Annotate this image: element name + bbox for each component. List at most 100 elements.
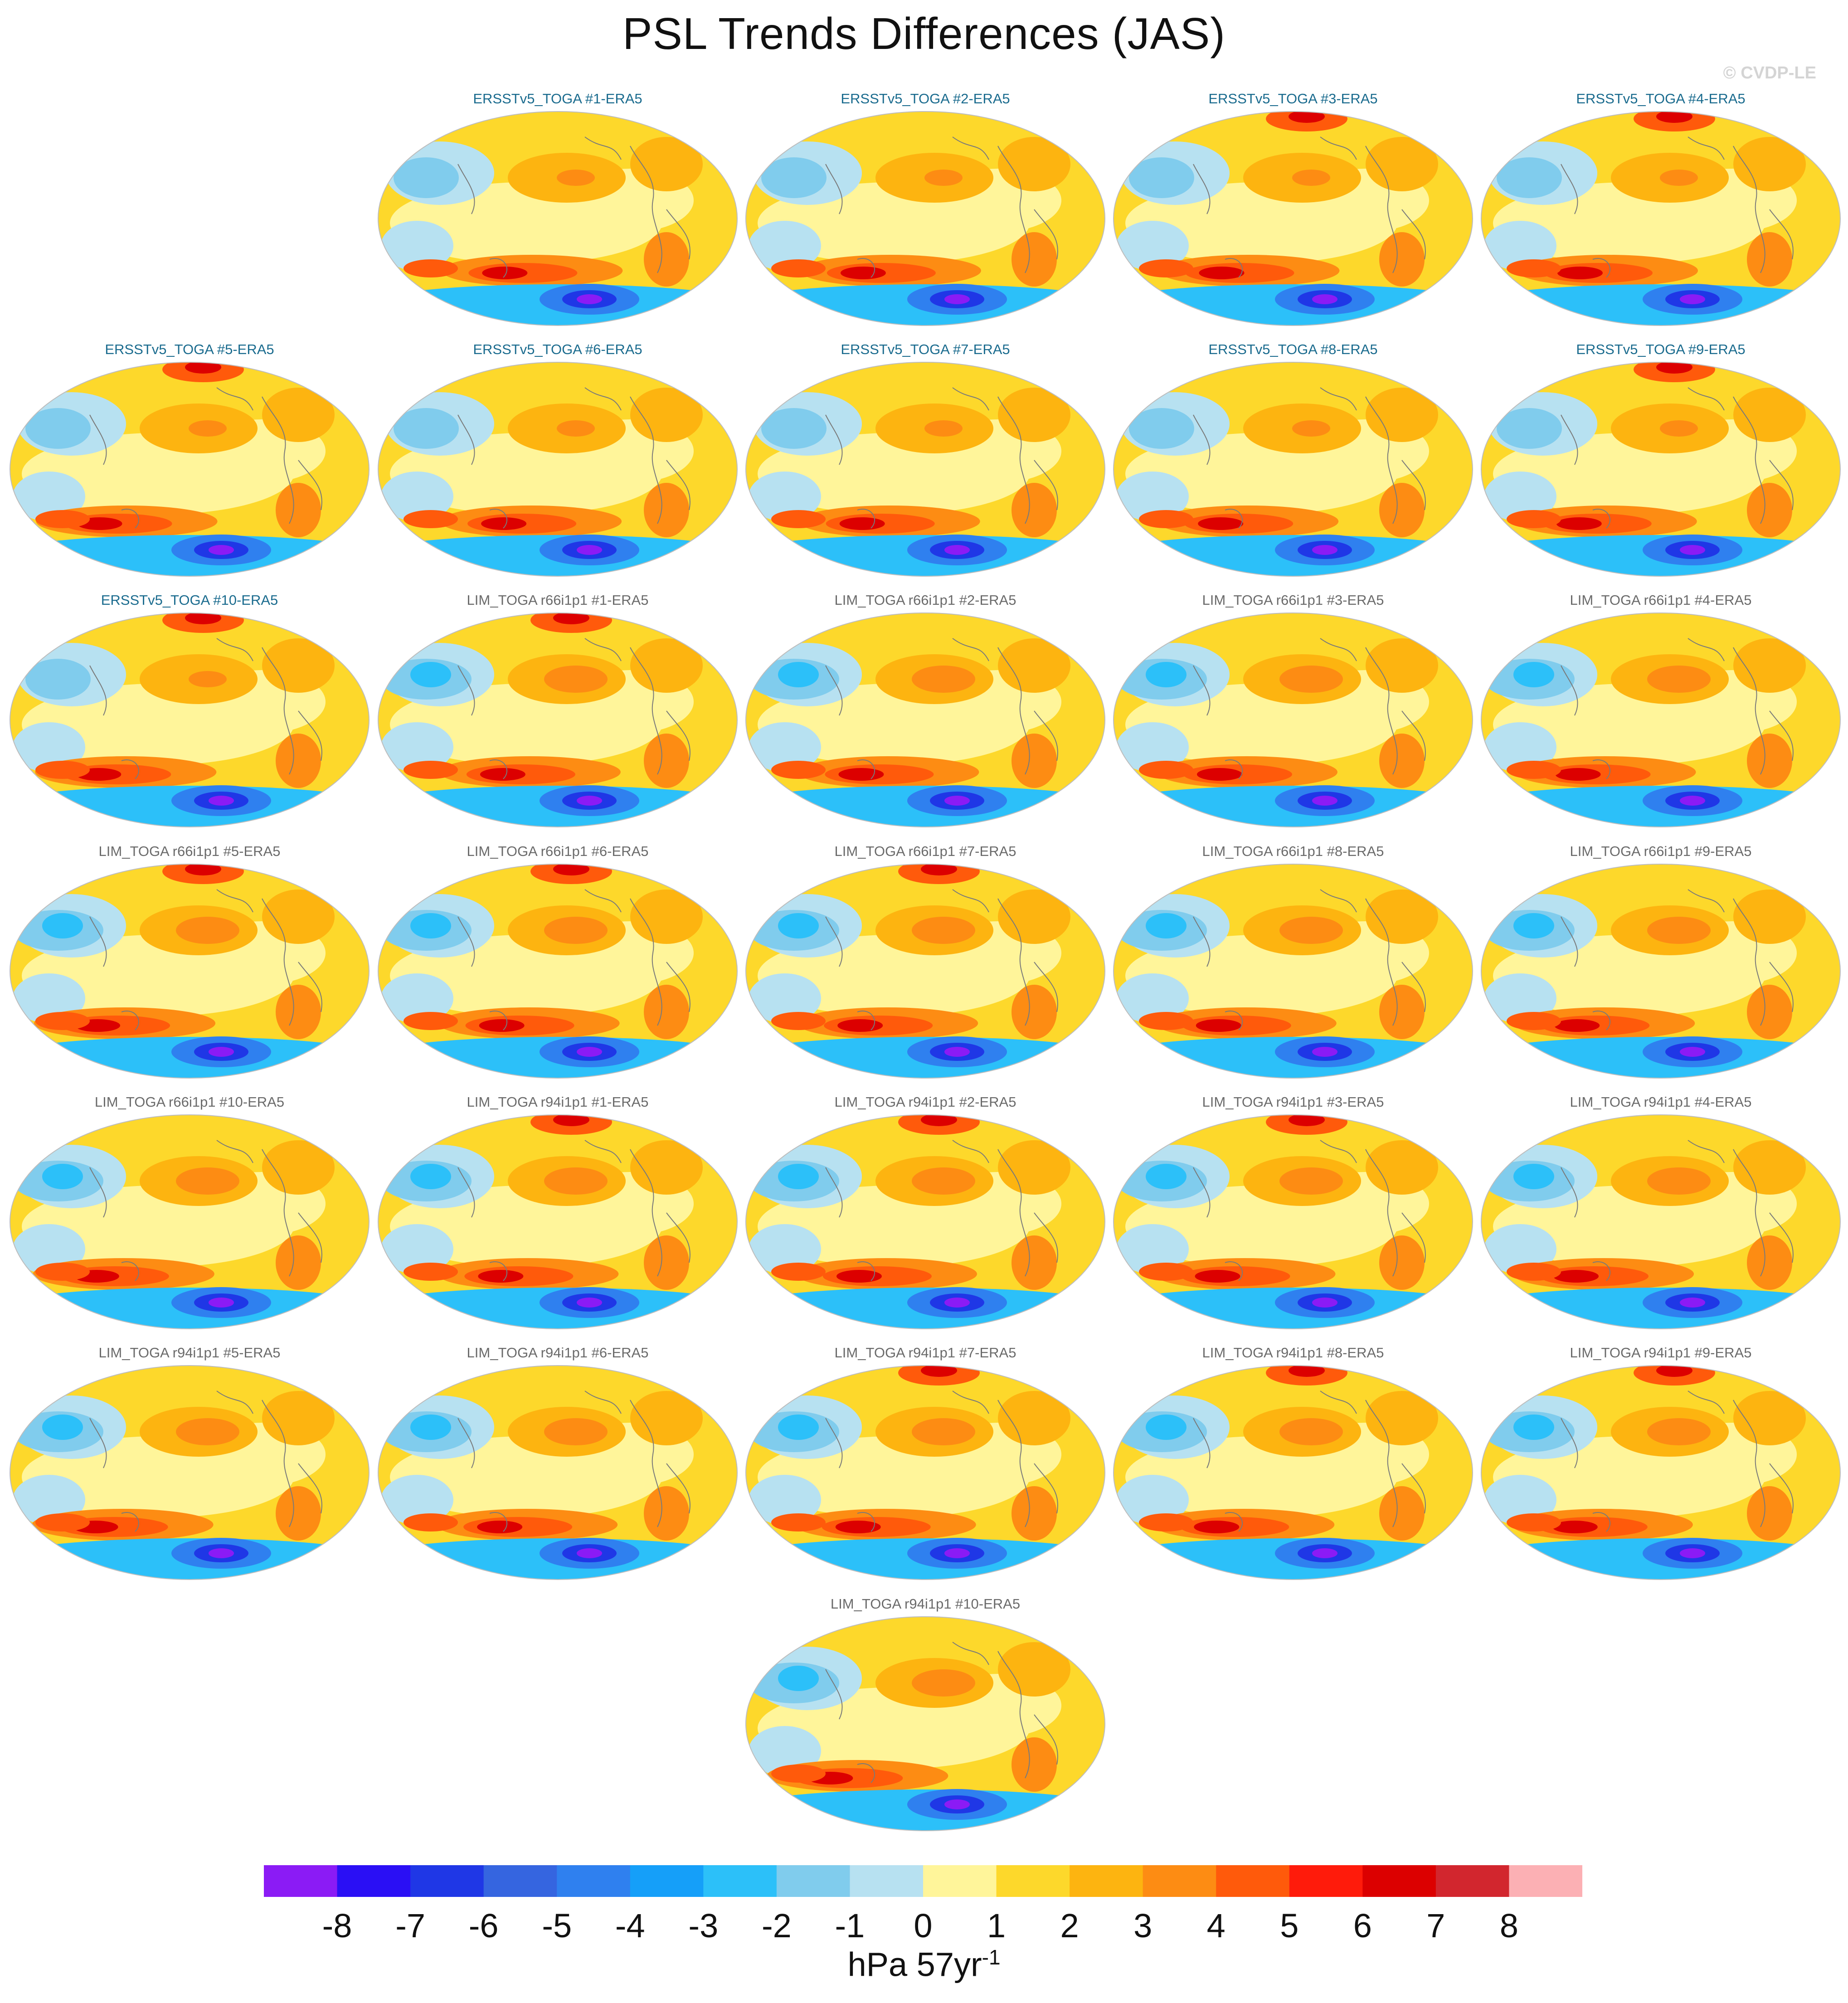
coastline [89,889,322,1031]
panel-label: LIM_TOGA r66i1p1 #9-ERA5 [1570,843,1752,859]
coastline [825,889,1058,1031]
map-field [745,111,1105,326]
map-field [745,864,1105,1079]
map-panel: LIM_TOGA r94i1p1 #2-ERA5 [744,1094,1107,1330]
map-panel: LIM_TOGA r66i1p1 #8-ERA5 [1112,843,1474,1079]
colorbar-segment [483,1865,557,1897]
map-field [1481,613,1841,827]
copyright-text: © CVDP-LE [1723,63,1816,83]
map-panel: ERSSTv5_TOGA #7-ERA5 [744,341,1107,577]
coastline [1193,638,1426,779]
map-panel: LIM_TOGA r94i1p1 #10-ERA5 [744,1596,1107,1832]
map-panel: LIM_TOGA r94i1p1 #6-ERA5 [376,1345,739,1580]
colorbar-units: hPa 57yr-1 [0,1945,1848,1984]
panel-label: ERSSTv5_TOGA #7-ERA5 [841,341,1010,357]
units-exponent: -1 [982,1945,1001,1969]
map-panel: ERSSTv5_TOGA #4-ERA5 [1479,91,1842,326]
colorbar-segment [1070,1865,1143,1897]
colorbar-segment [630,1865,704,1897]
coastline [825,387,1058,529]
coastline [89,1390,322,1532]
colorbar-segment [1509,1865,1582,1897]
map-field [1481,111,1841,326]
map-field [10,864,370,1079]
map-panel: ERSSTv5_TOGA #6-ERA5 [376,341,739,577]
map-panel: ERSSTv5_TOGA #2-ERA5 [744,91,1107,326]
map-field [1113,362,1473,577]
panel-label: LIM_TOGA r94i1p1 #10-ERA5 [830,1596,1021,1612]
panel-label: ERSSTv5_TOGA #10-ERA5 [101,592,278,608]
colorbar-tick-label: -1 [835,1907,865,1945]
colorbar-tick-label: 1 [987,1907,1006,1945]
coastline [1193,1390,1426,1532]
panel-label: LIM_TOGA r66i1p1 #10-ERA5 [94,1094,285,1110]
map-field [745,1114,1105,1329]
map-field [378,1114,738,1329]
panel-label: LIM_TOGA r94i1p1 #9-ERA5 [1570,1345,1752,1361]
map-panel: ERSSTv5_TOGA #3-ERA5 [1112,91,1474,326]
map-field [745,362,1105,577]
coastline [457,387,691,529]
colorbar-segment [264,1865,338,1897]
figure-title: PSL Trends Differences (JAS) [622,9,1226,58]
coastline [825,1140,1058,1281]
panel-label: ERSSTv5_TOGA #9-ERA5 [1576,341,1746,357]
panel-label: LIM_TOGA r94i1p1 #2-ERA5 [834,1094,1016,1110]
colorbar-tick-label: -3 [688,1907,719,1945]
map-field [745,613,1105,827]
coastline [457,1390,691,1532]
coastline [1561,638,1794,779]
map-field [1113,111,1473,326]
map-field [378,864,738,1079]
colorbar-tick-label: -8 [322,1907,352,1945]
panel-label: LIM_TOGA r94i1p1 #6-ERA5 [467,1345,649,1361]
map-field [378,111,738,326]
map-field [1481,864,1841,1079]
panel-label: LIM_TOGA r94i1p1 #5-ERA5 [98,1345,281,1361]
map-panel: LIM_TOGA r66i1p1 #3-ERA5 [1112,592,1474,828]
map-field [1113,1365,1473,1580]
map-field [1481,1365,1841,1580]
colorbar-tick-label: 6 [1353,1907,1372,1945]
map-panel: LIM_TOGA r66i1p1 #4-ERA5 [1479,592,1842,828]
map-field [10,362,370,577]
map-field [745,1616,1105,1831]
map-field [1113,864,1473,1079]
colorbar-segment [1216,1865,1290,1897]
coastline [1561,387,1794,529]
panel-label: ERSSTv5_TOGA #6-ERA5 [473,341,642,357]
map-field [378,1365,738,1580]
coastline [89,1140,322,1281]
panel-label: LIM_TOGA r66i1p1 #1-ERA5 [467,592,649,608]
coastline [1193,1140,1426,1281]
map-panel: ERSSTv5_TOGA #10-ERA5 [8,592,371,828]
panel-label: LIM_TOGA r66i1p1 #4-ERA5 [1570,592,1752,608]
colorbar-tick-label: -2 [761,1907,792,1945]
coastline [825,1642,1058,1783]
panel-label: ERSSTv5_TOGA #1-ERA5 [473,91,642,107]
colorbar [264,1865,1582,1897]
panel-label: LIM_TOGA r94i1p1 #8-ERA5 [1202,1345,1384,1361]
coastline [1561,1390,1794,1532]
map-panel: LIM_TOGA r94i1p1 #1-ERA5 [376,1094,739,1330]
colorbar-segment [1362,1865,1436,1897]
coastline [825,1390,1058,1532]
colorbar-segment [1289,1865,1363,1897]
map-panel: LIM_TOGA r66i1p1 #5-ERA5 [8,843,371,1079]
colorbar-segment [1143,1865,1216,1897]
map-panel: LIM_TOGA r94i1p1 #7-ERA5 [744,1345,1107,1580]
panel-label: ERSSTv5_TOGA #2-ERA5 [841,91,1010,107]
panel-label: LIM_TOGA r66i1p1 #5-ERA5 [98,843,281,859]
colorbar-segment [923,1865,997,1897]
coastline [825,638,1058,779]
map-panel: ERSSTv5_TOGA #8-ERA5 [1112,341,1474,577]
colorbar-tick-label: -6 [468,1907,499,1945]
map-field [1481,362,1841,577]
map-panel: LIM_TOGA r66i1p1 #1-ERA5 [376,592,739,828]
map-field [1481,1114,1841,1329]
colorbar-tick-label: 3 [1133,1907,1153,1945]
coastline [457,638,691,779]
colorbar-segment [850,1865,924,1897]
map-panel: LIM_TOGA r66i1p1 #10-ERA5 [8,1094,371,1330]
panel-label: ERSSTv5_TOGA #8-ERA5 [1208,341,1378,357]
